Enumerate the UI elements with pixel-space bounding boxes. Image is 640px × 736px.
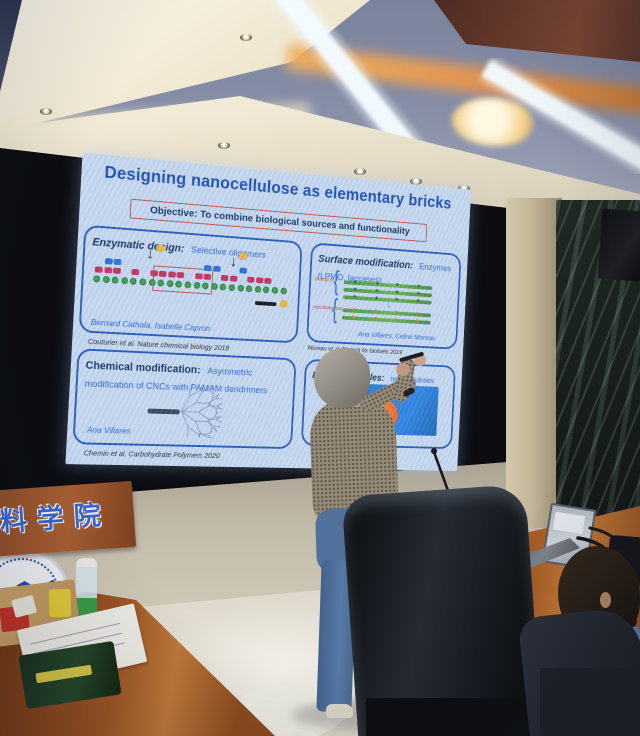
leather-chair-base xyxy=(366,698,534,736)
audience-back xyxy=(540,668,640,736)
audience-ear xyxy=(600,592,611,608)
photo-scene: Designing nanocellulose as elementary br… xyxy=(0,0,640,736)
